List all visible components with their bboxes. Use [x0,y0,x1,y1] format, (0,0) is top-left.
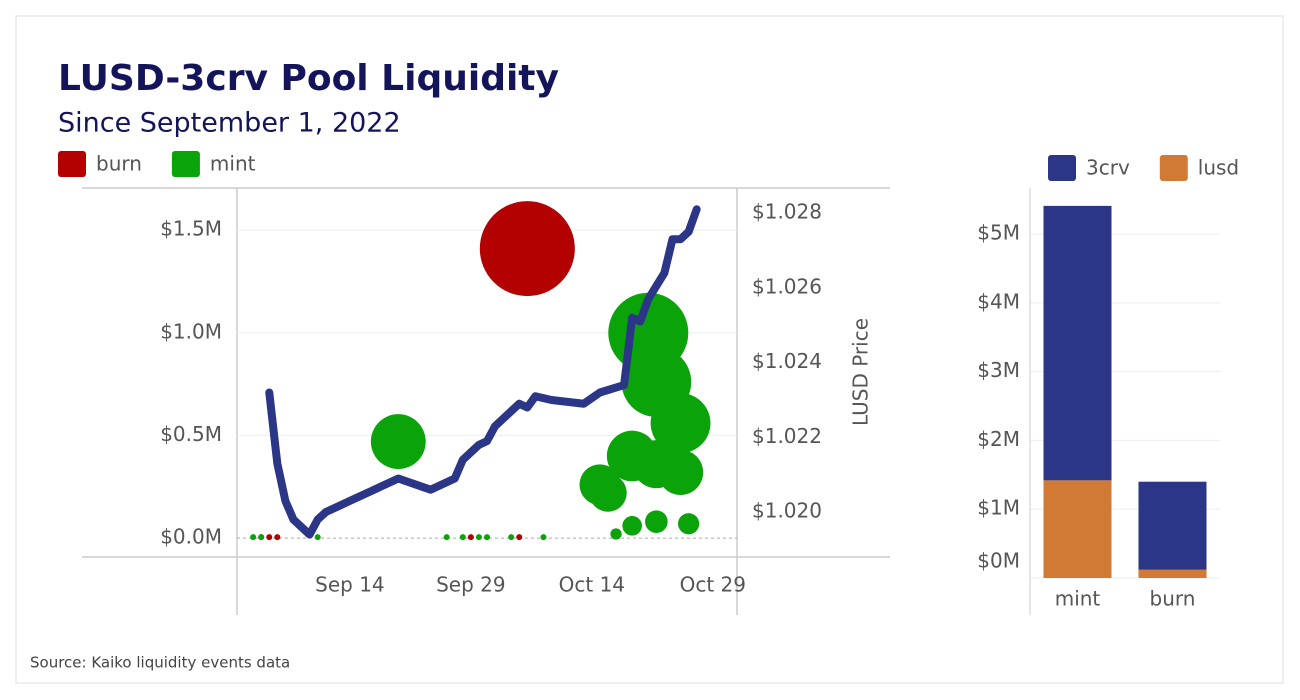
bubble [678,513,700,535]
bubble [610,528,622,540]
x-tick-label: Sep 29 [436,573,506,597]
bubble [657,449,704,496]
y2-tick-label: $1.020 [752,499,822,523]
y-tick-label: $1M [977,496,1020,520]
chart-title: LUSD-3crv Pool Liquidity [58,58,559,99]
y-tick-label: $5M [977,221,1020,245]
legend-swatch [58,151,86,177]
bubble [622,515,642,536]
legend-label: 3crv [1086,156,1130,180]
y2-tick-label: $1.028 [752,200,822,224]
bar-segment [1138,569,1207,578]
y-tick-label: $0.0M [160,525,222,549]
bubble [370,414,426,470]
bubble [650,393,711,454]
bar-segment [1138,481,1207,570]
bar-segment [1043,480,1112,578]
y-tick-label: $1.5M [160,217,222,241]
y2-tick-label: $1.024 [752,349,822,373]
bubble [443,534,450,541]
x-tick-label: Oct 14 [559,573,625,597]
x-tick-label: mint [1055,587,1101,611]
legend-label: mint [210,152,256,176]
bubble [467,534,474,541]
bubble [250,534,257,541]
legend-swatch [1048,155,1076,181]
bubble [540,534,547,541]
bubble [475,534,482,541]
y-tick-label: $2M [977,427,1020,451]
bubble [516,534,523,541]
bar-segment [1043,205,1112,481]
legend-label: burn [96,152,142,176]
y2-axis-label: LUSD Price [849,318,873,426]
bubble [508,534,515,541]
bubble [459,534,466,541]
legend-swatch [1159,155,1188,181]
bubble [314,534,321,541]
y2-tick-label: $1.026 [752,274,822,298]
x-tick-label: burn [1150,587,1196,611]
y-tick-label: $0.5M [160,422,222,446]
bubble [479,201,575,297]
y-tick-label: $3M [977,358,1020,382]
chart-subtitle: Since September 1, 2022 [58,108,401,139]
price-line [265,205,701,539]
bubble [589,474,627,512]
bubble [266,534,273,541]
y-tick-label: $0M [977,549,1020,573]
y-tick-label: $1.0M [160,319,222,343]
bubble [274,534,281,541]
bubble [645,510,668,533]
y2-tick-label: $1.022 [752,424,822,448]
x-tick-label: Oct 29 [680,573,746,597]
y-tick-label: $4M [977,289,1020,313]
bubble [484,534,490,541]
source: Source: Kaiko liquidity events data [30,654,290,672]
legend-label: lusd [1198,156,1239,180]
x-tick-label: Sep 14 [315,573,385,597]
legend-swatch [171,151,200,177]
bubble [258,534,265,541]
